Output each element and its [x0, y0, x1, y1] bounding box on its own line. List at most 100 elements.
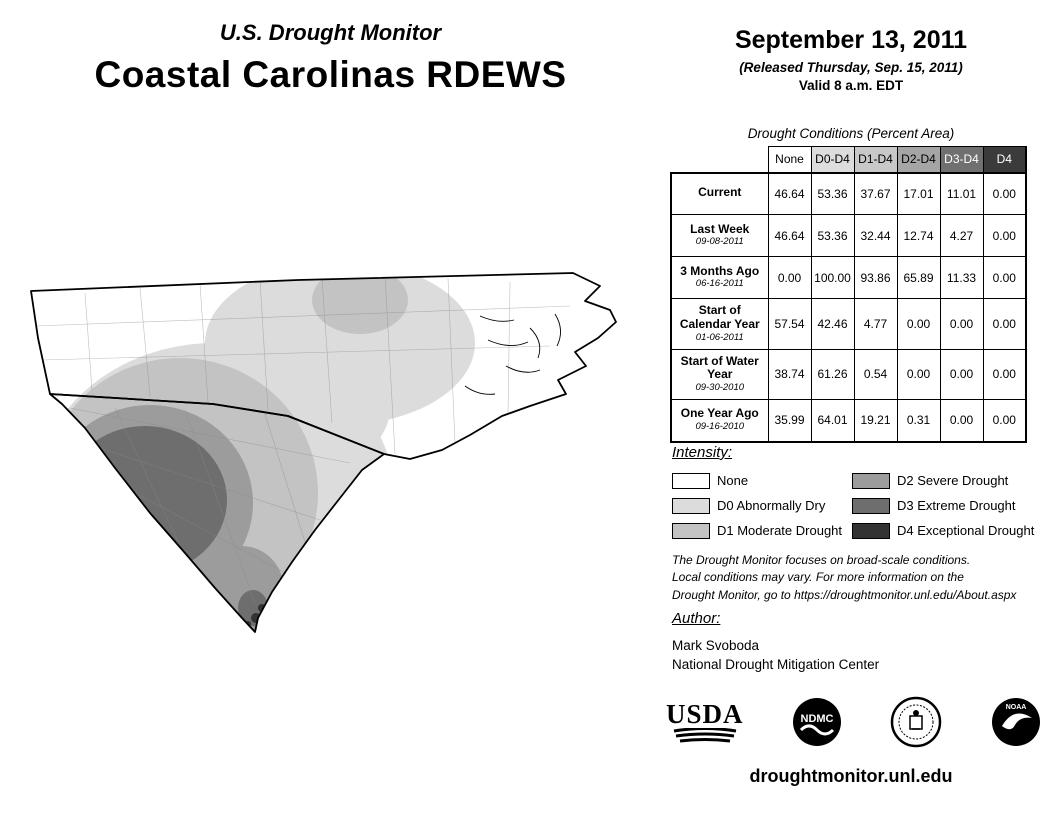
- legend-item: D3 Extreme Drought: [852, 493, 1047, 518]
- noaa-logo: NOAA: [990, 696, 1042, 748]
- table-cell: 0.31: [896, 399, 941, 443]
- usda-logo-text: USDA: [666, 698, 744, 729]
- table-cell: 0.00: [982, 348, 1027, 401]
- logo-row: USDA NDMC: [666, 696, 1042, 748]
- region-title: Coastal Carolinas RDEWS: [94, 54, 567, 95]
- table-cell: 57.54: [767, 298, 812, 350]
- table-cell: 53.36: [810, 214, 855, 257]
- table-cell: 11.01: [939, 171, 984, 215]
- table-cell: 19.21: [853, 399, 898, 443]
- table-cell: 4.27: [939, 214, 984, 257]
- row-label: Start of Calendar Year 01-06-2011: [670, 298, 769, 350]
- table-row: Current 46.64 53.36 37.67 17.01 11.01 0.…: [670, 171, 1027, 215]
- legend-item: D0 Abnormally Dry: [672, 493, 852, 518]
- table-cell: 0.54: [853, 348, 898, 401]
- table-cell: 0.00: [939, 298, 984, 350]
- table-title: Drought Conditions (Percent Area): [747, 126, 955, 141]
- legend-swatch-d3: [852, 497, 890, 514]
- legend-label: D4 Exceptional Drought: [897, 523, 1035, 538]
- author-heading: Author:: [672, 610, 721, 627]
- table-cell: 46.64: [767, 214, 812, 257]
- row-label: Last Week 09-08-2011: [670, 214, 769, 257]
- legend-swatch-d1: [672, 522, 710, 539]
- author-organization: National Drought Mitigation Center: [672, 657, 880, 672]
- table-cell: 4.77: [853, 298, 898, 350]
- legend-label: None: [717, 473, 749, 488]
- disclaimer-line: The Drought Monitor focuses on broad-sca…: [672, 553, 971, 567]
- table-row: 3 Months Ago 06-16-2011 0.00 100.00 93.86…: [670, 256, 1027, 299]
- table-cell: 35.99: [767, 399, 812, 443]
- table-row: One Year Ago 09-16-2010 35.99 64.01 19.21…: [670, 399, 1027, 443]
- legend-label: D3 Extreme Drought: [897, 498, 1016, 513]
- table-cell: 11.33: [939, 256, 984, 299]
- table-cell: 0.00: [896, 298, 941, 350]
- row-date: 09-30-2010: [695, 382, 745, 394]
- row-date: 09-16-2010: [695, 421, 745, 433]
- legend-item: D1 Moderate Drought: [672, 518, 852, 543]
- legend-swatch-d0: [672, 497, 710, 514]
- table-corner-cell: [671, 146, 768, 173]
- valid-time: Valid 8 a.m. EDT: [798, 78, 904, 93]
- row-label: Current: [670, 171, 769, 215]
- table-cell: 93.86: [853, 256, 898, 299]
- table-cell: 0.00: [939, 348, 984, 401]
- table-header-row: None D0-D4 D1-D4 D2-D4 D3-D4 D4: [671, 146, 1027, 173]
- table-row: Start of Water Year 09-30-2010 38.74 61.2…: [670, 348, 1027, 401]
- row-date: 01-06-2011: [695, 331, 744, 343]
- table-cell: 0.00: [982, 298, 1027, 350]
- table-row: Start of Calendar Year 01-06-2011 57.54 4…: [670, 298, 1027, 350]
- table-cell: 0.00: [767, 256, 812, 299]
- date-block: September 13, 2011 (Released Thursday, S…: [662, 26, 1040, 93]
- usda-swoosh: [673, 727, 736, 742]
- commerce-seal-logo: [890, 696, 942, 748]
- legend-title: Intensity:: [672, 444, 733, 461]
- table-cell: 61.26: [810, 348, 855, 401]
- col-header-d0d4: D0-D4: [810, 146, 855, 173]
- footer-url: droughtmonitor.unl.edu: [749, 766, 953, 786]
- report-title: U.S. Drought Monitor: [219, 20, 442, 45]
- disclaimer-line: Local conditions may vary. For more info…: [672, 570, 964, 585]
- col-header-d2d4: D2-D4: [896, 146, 941, 173]
- legend-item: D4 Exceptional Drought: [852, 518, 1047, 543]
- legend-label: D2 Severe Drought: [897, 473, 1009, 488]
- table-row: Last Week 09-08-2011 46.64 53.36 32.44 12…: [670, 214, 1027, 257]
- state-border-south-carolina: [49, 393, 385, 633]
- table-cell: 32.44: [853, 214, 898, 257]
- table-cell: 17.01: [896, 171, 941, 215]
- row-label: 3 Months Ago 06-16-2011: [670, 256, 769, 299]
- col-header-d4: D4: [982, 146, 1027, 173]
- col-header-none: None: [767, 146, 812, 173]
- intensity-legend: None D0 Abnormally Dry D1 Moderate Droug…: [672, 468, 1047, 543]
- ndmc-logo-text: NDMC: [801, 713, 834, 725]
- row-date: 09-08-2011: [695, 236, 744, 248]
- table-cell: 0.00: [982, 171, 1027, 215]
- legend-swatch-d2: [852, 472, 890, 489]
- row-date: 06-16-2011: [695, 278, 744, 290]
- table-cell: 64.01: [810, 399, 855, 443]
- carolinas-map-svg: [30, 272, 617, 633]
- map-date: September 13, 2011: [734, 26, 968, 54]
- legend-label: D1 Moderate Drought: [717, 523, 843, 538]
- table-cell: 38.74: [767, 348, 812, 401]
- table-cell: 42.46: [810, 298, 855, 350]
- table-cell: 53.36: [810, 171, 855, 215]
- county-lines: [34, 275, 571, 604]
- ndmc-logo: NDMC: [791, 696, 843, 748]
- table-cell: 100.00: [810, 256, 855, 299]
- legend-swatch-none: [672, 472, 710, 489]
- col-header-d1d4: D1-D4: [853, 146, 898, 173]
- disclaimer-line: Drought Monitor, go to https://droughtmo…: [672, 587, 1017, 602]
- legend-item: None: [672, 468, 852, 493]
- table-cell: 0.00: [982, 256, 1027, 299]
- table-cell: 0.00: [896, 348, 941, 401]
- author-name: Mark Svoboda: [672, 638, 760, 653]
- table-cell: 12.74: [896, 214, 941, 257]
- legend-swatch-d4: [852, 522, 890, 539]
- drought-map: [10, 258, 638, 653]
- release-date: (Released Thursday, Sep. 15, 2011): [739, 60, 963, 75]
- table-cell: 37.67: [853, 171, 898, 215]
- noaa-logo-text: NOAA: [1006, 704, 1027, 711]
- drought-conditions-table: None D0-D4 D1-D4 D2-D4 D3-D4 D4 Current …: [670, 146, 1027, 443]
- row-label: Start of Water Year 09-30-2010: [670, 348, 769, 401]
- usda-logo: USDA: [666, 698, 744, 744]
